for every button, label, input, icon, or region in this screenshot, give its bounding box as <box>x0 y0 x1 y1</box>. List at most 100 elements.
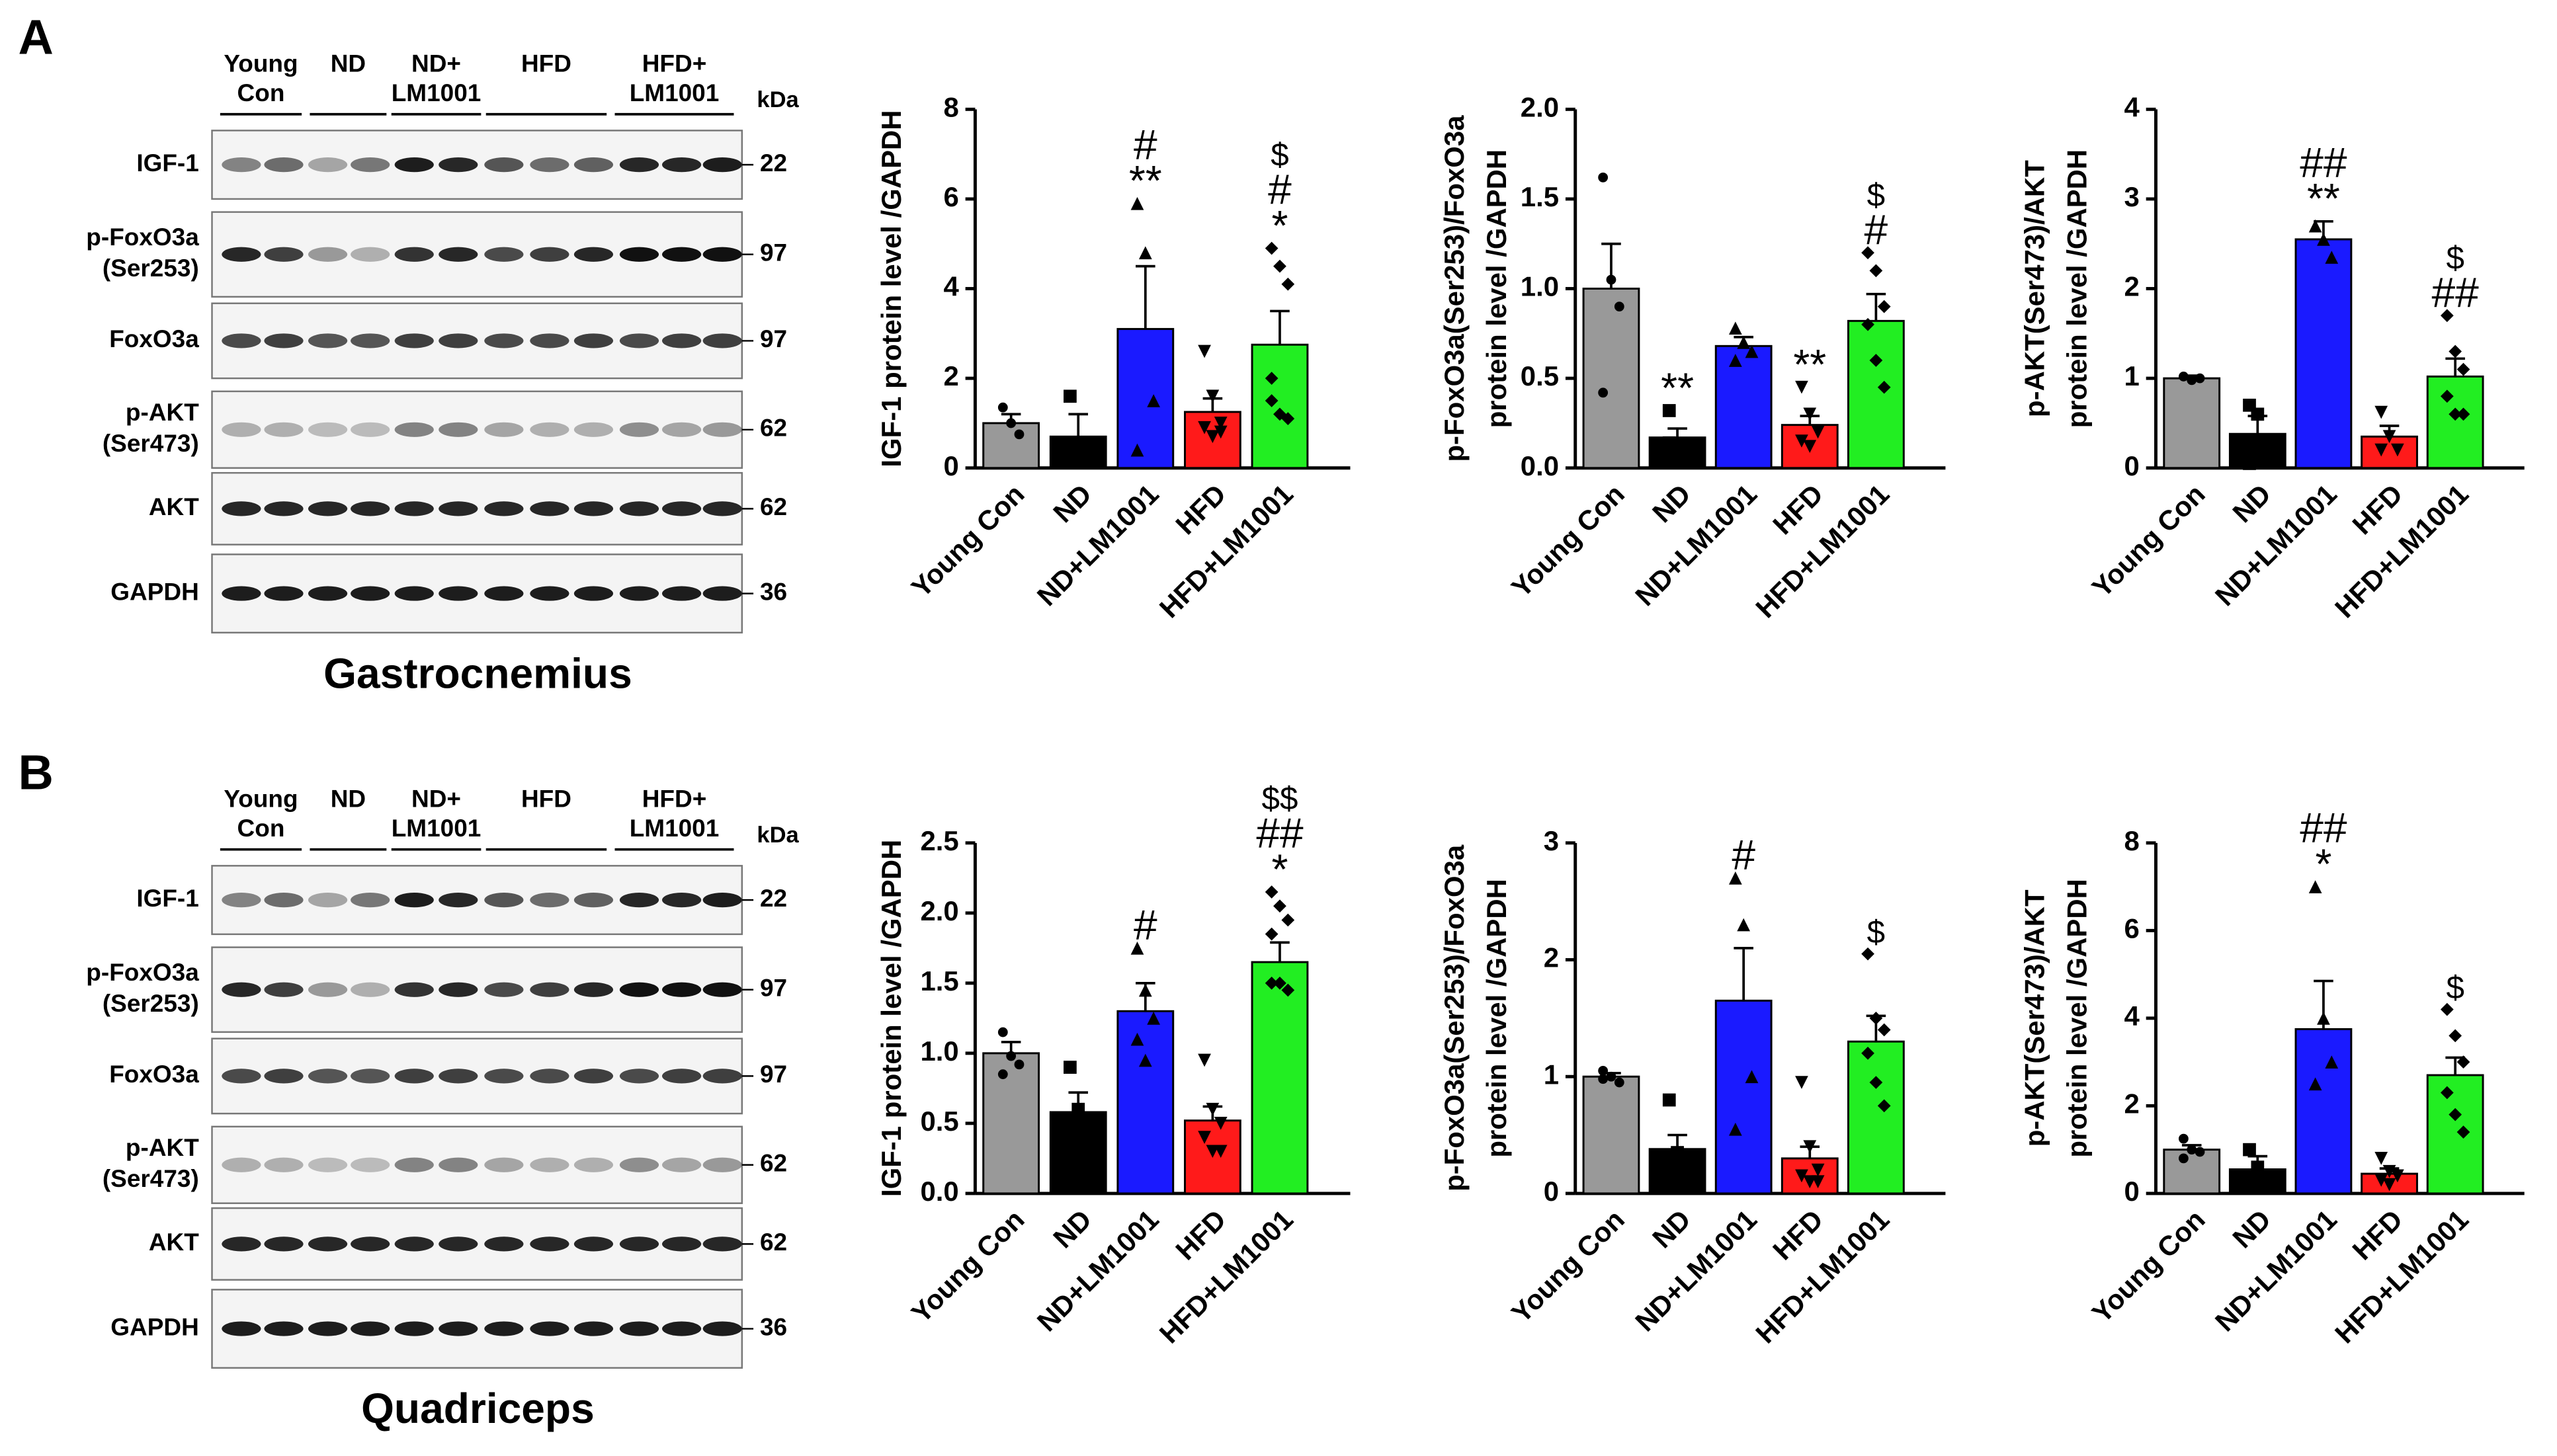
data-point <box>1265 976 1278 990</box>
blot-band <box>394 333 434 348</box>
significance: # <box>1732 831 1755 879</box>
kda-label: 62 <box>760 1229 787 1256</box>
blot-band <box>530 586 569 601</box>
data-point <box>1811 1175 1825 1189</box>
y-tick-label: 8 <box>2124 825 2140 856</box>
blot-band <box>264 501 304 516</box>
data-point <box>1006 418 1017 428</box>
kda-label: 62 <box>760 415 787 442</box>
significance: ** <box>2307 175 2340 222</box>
data-point <box>2195 373 2205 384</box>
data-point <box>1877 380 1891 394</box>
data-point <box>1679 1157 1693 1171</box>
y-tick-label: 0 <box>1544 1176 1559 1207</box>
data-point <box>2308 880 2322 893</box>
data-point <box>1811 425 1825 439</box>
significance: ** <box>1661 364 1694 411</box>
blot-band <box>394 1236 434 1252</box>
data-point <box>1281 277 1295 291</box>
blot-band <box>439 586 478 601</box>
blot-band <box>222 1321 261 1336</box>
data-point <box>2317 233 2330 246</box>
y-axis-label: p-FoxO3a(Ser253)/FoxO3a <box>1439 115 1470 462</box>
y-tick-label: 1.5 <box>1521 181 1559 212</box>
data-point <box>1662 436 1676 450</box>
bar <box>2426 1074 2484 1195</box>
blot-band <box>619 1157 659 1172</box>
data-point <box>1679 440 1693 454</box>
data-point <box>1861 947 1874 961</box>
y-axis-label: IGF-1 protein level /GAPDH <box>876 840 907 1197</box>
blot-band <box>702 247 742 262</box>
blot-band <box>222 422 261 437</box>
y-tick-label: 4 <box>943 271 959 302</box>
blot-band <box>439 422 478 437</box>
blot-band <box>619 1069 659 1084</box>
blot-band <box>662 1157 702 1172</box>
bar <box>1714 344 1773 469</box>
y-tick-label: 2 <box>943 360 958 391</box>
significance: $ <box>1271 136 1288 173</box>
x-tick-label: ND+LM1001 <box>2209 1203 2343 1337</box>
blot-band <box>308 1321 348 1336</box>
data-point <box>997 402 1008 413</box>
blot-band <box>394 422 434 437</box>
data-point <box>1281 983 1295 997</box>
y-tick-label: 2.5 <box>920 825 958 856</box>
blot-band <box>264 1069 304 1084</box>
group-label: ND <box>331 50 366 77</box>
data-point <box>1737 336 1751 349</box>
blot-band <box>439 982 478 997</box>
data-point <box>1877 300 1891 313</box>
x-tick-label: ND <box>1047 478 1097 528</box>
blot-band <box>351 1069 390 1084</box>
data-point <box>2259 1169 2273 1183</box>
data-point <box>1014 1059 1025 1070</box>
blot-band <box>351 422 390 437</box>
data-point <box>1273 259 1286 273</box>
x-tick-label: ND <box>2226 1203 2277 1254</box>
blot-band <box>662 501 702 516</box>
group-label: HFD+ <box>642 785 707 812</box>
blot-band <box>351 982 390 997</box>
y-tick-label: 3 <box>2124 181 2140 212</box>
blot-band <box>702 333 742 348</box>
significance: * <box>1271 202 1288 249</box>
blot-band <box>619 586 659 601</box>
data-point <box>2187 375 2197 385</box>
data-point <box>2243 1143 2256 1156</box>
kda-label: 36 <box>760 578 787 605</box>
group-label: LM1001 <box>392 79 482 106</box>
data-point <box>1728 1122 1742 1136</box>
data-point <box>1198 1131 1211 1144</box>
row-label: (Ser473) <box>103 1165 199 1192</box>
blot-band <box>351 1236 390 1252</box>
data-point <box>2382 430 2396 444</box>
bar-chart: 0 2 4 6 8 IGF-1 protein level /GAPDH Young Con… <box>876 91 1351 624</box>
row-label: (Ser253) <box>103 990 199 1017</box>
y-tick-label: 3 <box>1544 825 1559 856</box>
data-point <box>1281 913 1295 927</box>
blot-band <box>222 247 261 262</box>
data-point <box>2440 309 2454 323</box>
data-point <box>2440 1086 2454 1100</box>
group-label: HFD+ <box>642 50 707 77</box>
data-point <box>1130 941 1144 955</box>
kda-label: 97 <box>760 1061 787 1088</box>
blot-band <box>530 982 569 997</box>
blot-band <box>264 422 304 437</box>
y-axis-label: protein level /GAPDH <box>1481 149 1512 428</box>
data-point <box>1803 1140 1817 1154</box>
blot-band <box>530 333 569 348</box>
blot-band <box>573 1069 614 1084</box>
blot-band <box>222 1236 261 1252</box>
data-point <box>2325 1055 2339 1069</box>
blot-band <box>351 247 390 262</box>
data-point <box>1079 1117 1093 1130</box>
data-point <box>1138 1053 1152 1067</box>
significance: ## <box>2432 269 2480 317</box>
group-label: Young <box>224 50 298 77</box>
blot-band <box>662 422 702 437</box>
data-point <box>997 1027 1008 1037</box>
blot-band <box>662 247 702 262</box>
